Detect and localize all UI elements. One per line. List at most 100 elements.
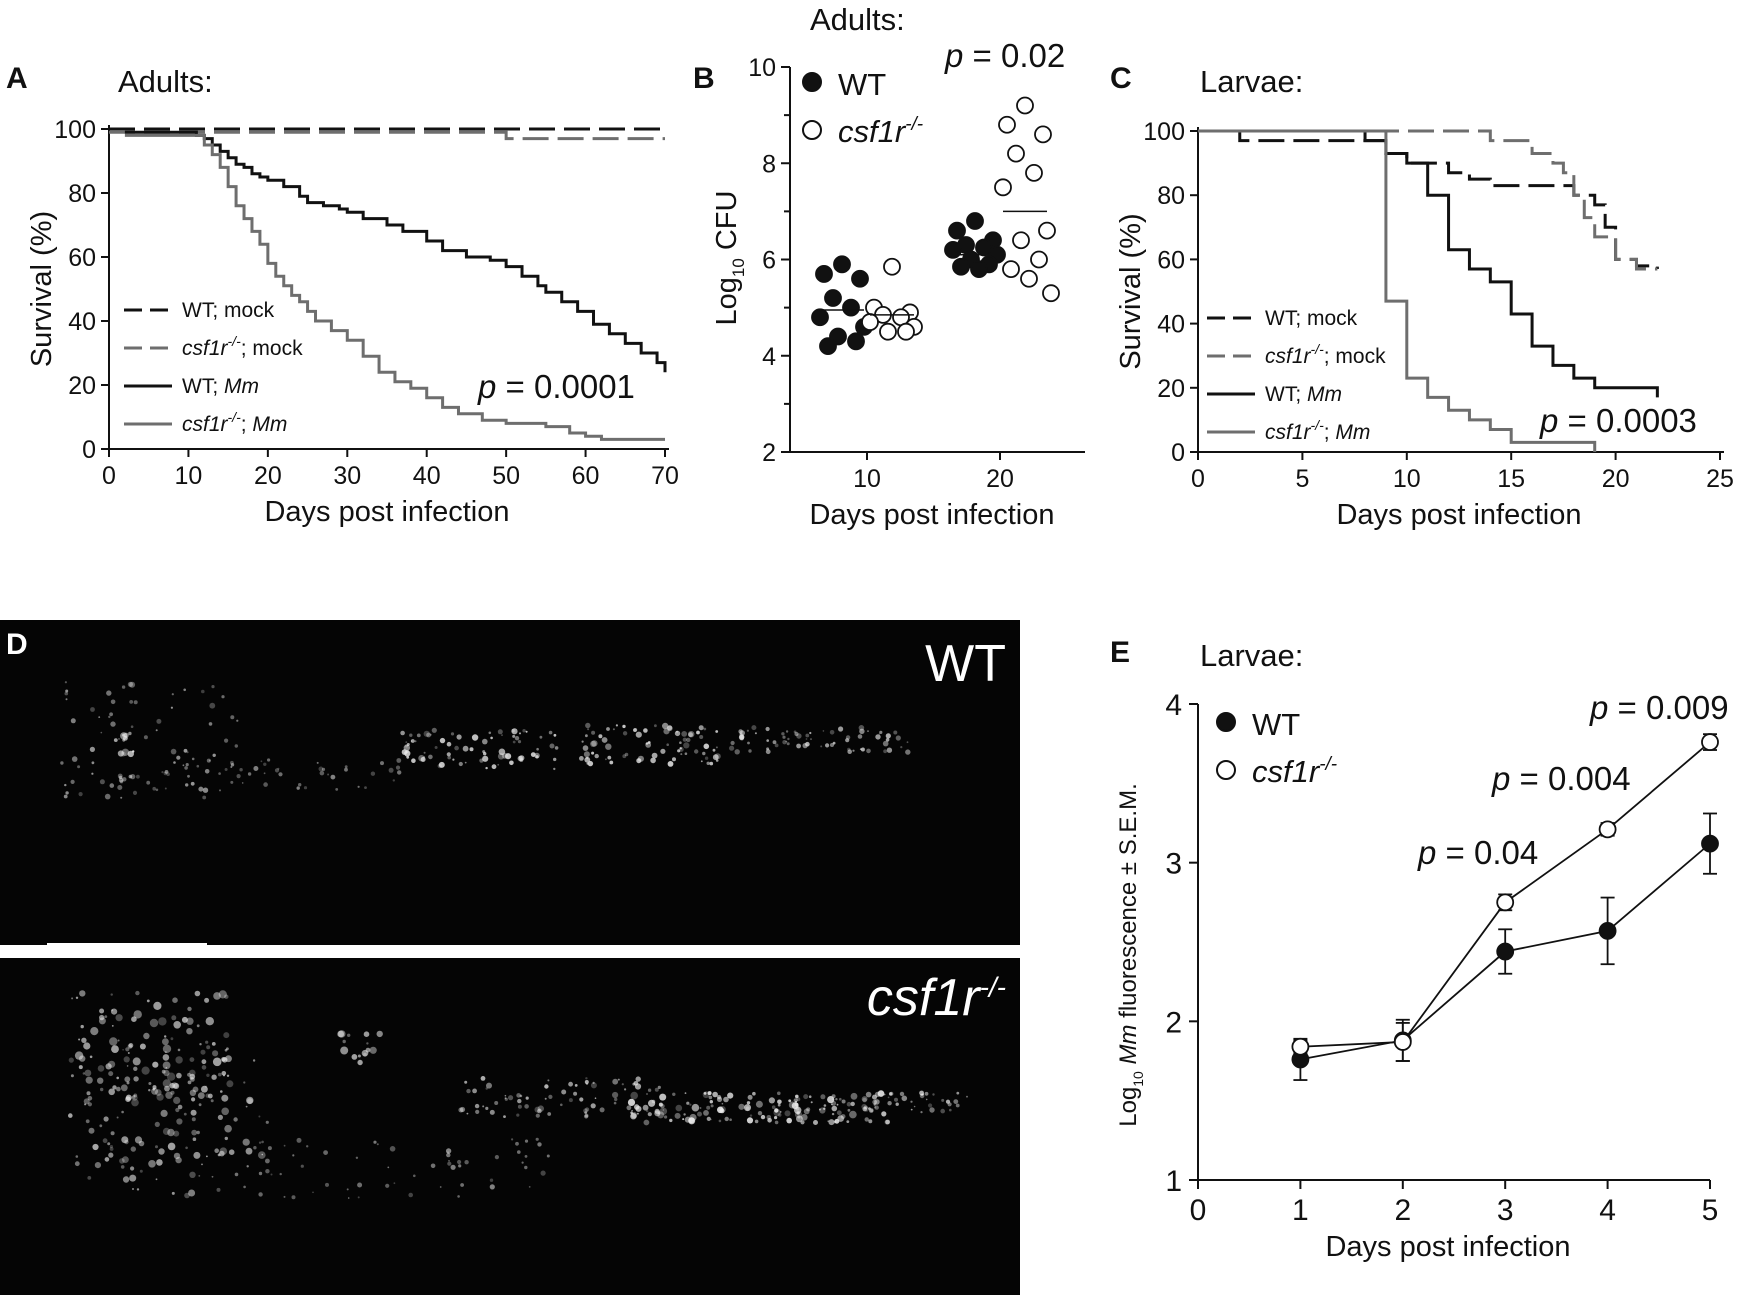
fluorescence-spot [887,1101,892,1106]
p-value-number: = 0.009 [1608,689,1728,726]
fluorescence-spot [201,1059,207,1065]
fluorescence-spot [151,1087,159,1095]
fluorescence-spot [120,751,126,757]
fluorescence-spot [861,1103,867,1110]
fluorescence-spot [560,1103,563,1107]
p-value-annotation: p = 0.0001 [477,368,635,405]
fluorescence-spot [117,785,123,790]
panel-c-survival-larvae: 0 20 40 60 80 100 0 5 10 15 20 25 Days post infectio… [1110,62,1734,531]
fluorescence-spot [785,740,788,743]
fluorescence-spot [868,1107,871,1110]
fluorescence-spot [702,1091,710,1099]
fluorescence-spot [109,783,115,788]
fluorescence-spot [340,1046,349,1055]
survival-line-0 [1198,129,1659,270]
fluorescence-spot [730,740,735,746]
fluorescence-spot [319,770,325,776]
fluorescence-spot [346,1188,349,1191]
fluorescence-spot [176,755,181,760]
fluorescence-spot [827,1120,830,1123]
fluorescence-spot [852,749,855,752]
legend-rest-part: ; mock [241,337,303,360]
data-point [819,337,837,356]
y-tick-label: 60 [68,244,96,272]
fluorescence-spot [188,1189,196,1197]
fluorescence-spot [585,1077,588,1080]
fluorescence-spot [108,1071,114,1077]
fluorescence-spot [631,1112,638,1119]
fluorescence-spot [734,749,740,755]
legend-label: csf1r-/-; Mm [182,409,287,436]
fluorescence-spot [528,1186,531,1188]
fluorescence-spot [221,1094,229,1102]
fluorescence-spot [511,728,518,735]
fluorescence-spot [808,1095,812,1098]
fluorescence-spot [243,1185,246,1189]
fluorescence-spot [431,727,437,733]
fluorescence-spot [64,783,67,787]
fluorescence-spot [218,990,227,999]
fluorescence-spot [267,1146,272,1151]
panel-title: Adults: [118,64,213,99]
fluorescence-spot [708,1095,713,1100]
fluorescence-spot [134,1136,143,1144]
fluorescence-spot [488,731,492,735]
p-value-number: = 0.004 [1510,760,1630,797]
fluorescence-spot [376,1143,379,1146]
data-point [811,308,829,327]
p-value-annotation: p = 0.004 [1491,760,1631,797]
fluorescence-spot [884,1119,890,1125]
fluorescence-spot [591,751,595,755]
legend-label-csf1r: csf1r-/- [1252,754,1337,789]
x-tick-label: 10 [1393,465,1421,493]
fluorescence-spot [413,1174,416,1178]
fluorescence-spot [459,1106,466,1113]
fluorescence-spot [91,761,95,765]
fluorescence-spot [910,1100,913,1103]
fluorescence-spot [515,1141,519,1146]
fluorescence-spot [794,732,799,736]
data-point [1012,231,1030,250]
fluorescence-spot [624,1088,627,1091]
legend-rest-part: ; [241,413,253,436]
fluorescence-spot [260,760,263,763]
fluorescence-spot [874,1105,879,1110]
fluorescence-spot [83,1098,90,1105]
fluorescence-spot [160,1109,168,1117]
legend-marker-csf1r [802,120,822,140]
panel-letter-d: D [6,628,28,661]
fluorescence-spot [450,732,455,736]
fluorescence-spot [658,1102,663,1107]
fluorescence-spot [109,1037,118,1046]
legend-italic-part: csf1r [182,413,229,436]
fluorescence-spot [847,1108,851,1112]
fluorescence-spot [80,1024,84,1029]
fluorescence-spot [651,752,658,759]
fluorescence-spot [221,1107,229,1116]
fluorescence-spot [177,1104,183,1110]
fluorescence-spot [781,732,785,736]
fluorescence-spot [857,734,863,739]
fluorescence-spot [206,1045,211,1050]
legend-italic-part: Mm [252,413,287,436]
fluorescence-spot [677,749,681,753]
fluorescence-spot [298,783,302,787]
fluorescence-spot [108,715,111,719]
fluorescence-spot [712,1091,718,1098]
survival-line-3 [124,133,665,441]
fluorescence-spot [504,1097,507,1099]
fluorescence-spot [263,782,268,787]
fluorescence-spot [380,761,384,766]
data-point [1598,820,1617,839]
fluorescence-spot [158,1017,167,1026]
fluorescence-spot [357,1182,363,1188]
fluorescence-spot [587,728,590,731]
fluorescence-spot [416,733,421,738]
fluorescence-spot [654,724,657,728]
fluorescence-spot [684,1092,687,1094]
fluorescence-spot [591,740,598,747]
fluorescence-spot [167,1128,175,1137]
fluorescence-spot [716,1096,723,1102]
fluorescence-spot [796,1115,803,1123]
fluorescence-spot [539,735,543,739]
